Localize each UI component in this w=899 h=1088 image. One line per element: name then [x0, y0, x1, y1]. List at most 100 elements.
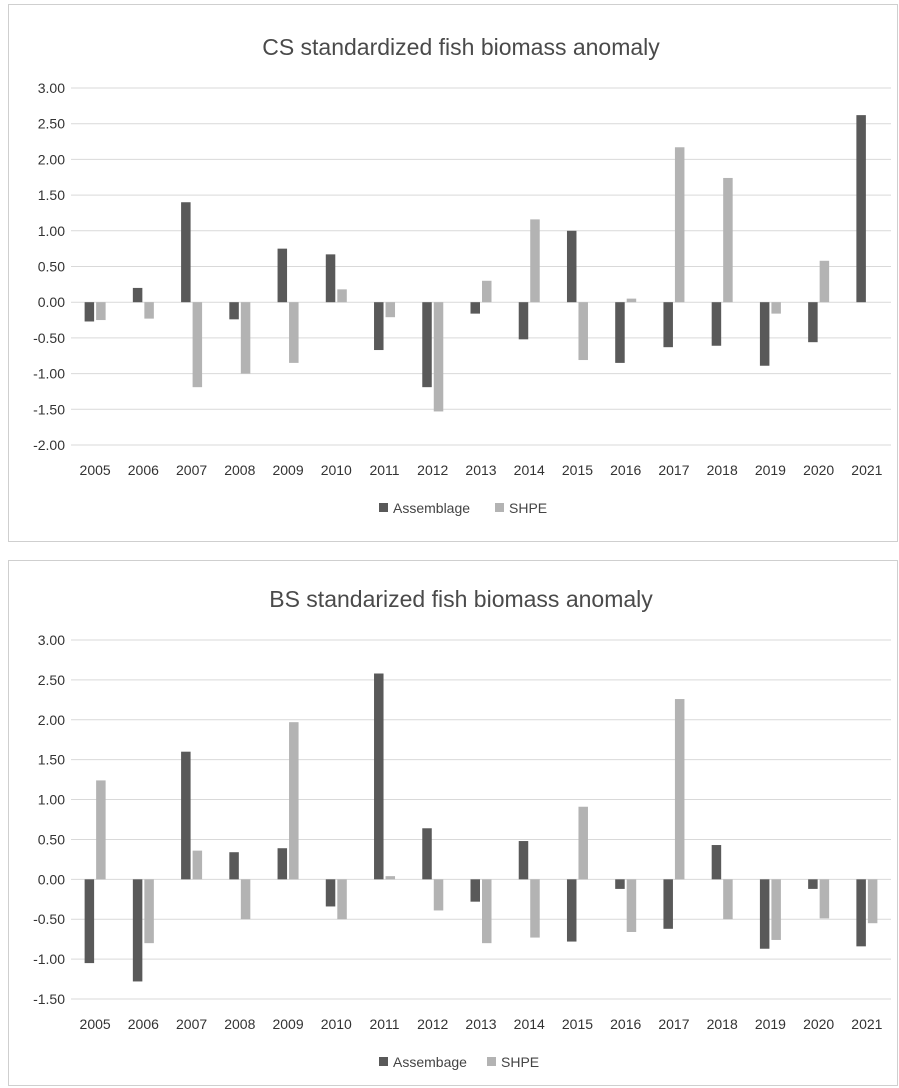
legend-label-assemblage: Assemblage: [393, 500, 470, 516]
bar-assemblage-2011: [374, 302, 384, 351]
y-tick-label: 2.50: [38, 116, 65, 132]
bar-assembage-2011: [374, 673, 384, 880]
legend-label-shpe: SHPE: [509, 500, 547, 516]
bar-shpe-2016: [626, 298, 637, 303]
x-tick-label: 2015: [562, 1016, 593, 1032]
y-tick-label: 3.00: [38, 632, 65, 648]
bar-assemblage-2021: [856, 115, 866, 303]
x-tick-label: 2019: [755, 1016, 786, 1032]
bar-assembage-2013: [470, 879, 480, 902]
legend-swatch-shpe: [495, 503, 504, 512]
x-tick-label: 2018: [707, 1016, 738, 1032]
bar-assembage-2008: [229, 852, 239, 880]
bar-assembage-2021: [856, 879, 866, 947]
legend-label-shpe: SHPE: [501, 1054, 539, 1070]
y-tick-label: -0.50: [33, 330, 65, 346]
x-tick-label: 2021: [851, 462, 882, 478]
bar-assemblage-2008: [229, 302, 239, 320]
legend-swatch-assemblage: [379, 503, 388, 512]
bs-chart-title: BS standarized fish biomass anomaly: [269, 586, 653, 612]
x-tick-label: 2012: [417, 1016, 448, 1032]
bar-assembage-2016: [615, 879, 625, 889]
bar-assembage-2012: [422, 828, 432, 880]
x-tick-label: 2021: [851, 1016, 882, 1032]
bar-assemblage-2019: [759, 302, 770, 366]
y-tick-label: -1.50: [33, 991, 65, 1007]
bar-shpe-2013: [482, 280, 492, 303]
bar-assemblage-2020: [808, 302, 818, 343]
x-tick-label: 2008: [224, 462, 255, 478]
y-tick-label: 1.50: [38, 752, 65, 768]
x-tick-label: 2014: [514, 1016, 545, 1032]
bar-assemblage-2006: [132, 287, 143, 303]
bar-assemblage-2014: [518, 302, 529, 340]
x-tick-label: 2014: [514, 462, 545, 478]
bar-shpe-2012: [433, 302, 444, 412]
x-tick-label: 2016: [610, 462, 641, 478]
x-tick-label: 2017: [658, 462, 689, 478]
bar-assemblage-2005: [84, 302, 95, 322]
x-tick-label: 2020: [803, 462, 834, 478]
bar-shpe-2021: [867, 879, 878, 924]
bar-assembage-2014: [518, 841, 529, 880]
x-tick-label: 2020: [803, 1016, 834, 1032]
bar-shpe-2017: [674, 147, 685, 303]
x-tick-label: 2019: [755, 462, 786, 478]
bar-assembage-2015: [566, 879, 577, 942]
bar-assembage-2007: [181, 751, 191, 880]
y-tick-label: -1.00: [33, 951, 65, 967]
x-tick-label: 2010: [321, 1016, 352, 1032]
x-tick-label: 2006: [128, 462, 159, 478]
bar-shpe-2019: [771, 879, 781, 940]
bar-shpe-2014: [530, 879, 540, 938]
x-tick-label: 2012: [417, 462, 448, 478]
x-tick-label: 2009: [272, 462, 303, 478]
bar-assemblage-2012: [422, 302, 432, 388]
x-tick-label: 2007: [176, 1016, 207, 1032]
bar-shpe-2008: [240, 879, 251, 920]
bar-assembage-2010: [325, 879, 336, 907]
x-tick-label: 2011: [369, 1016, 399, 1032]
bar-assembage-2017: [663, 879, 673, 929]
y-tick-label: 2.00: [38, 151, 65, 167]
x-tick-label: 2010: [321, 462, 352, 478]
bar-shpe-2008: [240, 302, 251, 374]
bar-assembage-2018: [711, 845, 722, 880]
bar-assemblage-2007: [181, 202, 191, 303]
x-tick-label: 2005: [80, 462, 111, 478]
bar-shpe-2010: [337, 289, 347, 303]
x-tick-label: 2015: [562, 462, 593, 478]
bar-assembage-2019: [759, 879, 770, 949]
bar-shpe-2013: [482, 879, 492, 944]
y-tick-label: 1.00: [38, 792, 65, 808]
y-tick-label: 1.50: [38, 187, 65, 203]
bar-assemblage-2016: [615, 302, 625, 363]
y-tick-label: -2.00: [33, 437, 65, 453]
bar-shpe-2006: [144, 302, 154, 319]
legend-label-assembage: Assembage: [393, 1054, 467, 1070]
bar-assemblage-2018: [711, 302, 722, 346]
x-tick-label: 2005: [80, 1016, 111, 1032]
x-tick-label: 2018: [707, 462, 738, 478]
y-tick-label: -0.50: [33, 911, 65, 927]
x-tick-label: 2006: [128, 1016, 159, 1032]
y-tick-label: 0.00: [38, 871, 65, 887]
bar-assembage-2006: [132, 879, 143, 982]
y-tick-label: -1.00: [33, 366, 65, 382]
bar-shpe-2005: [96, 302, 106, 321]
bar-shpe-2005: [96, 780, 106, 880]
bar-assemblage-2010: [325, 254, 336, 303]
bar-shpe-2007: [192, 302, 203, 388]
cs-chart: CS standardized fish biomass anomaly 3.00…: [33, 34, 891, 516]
bar-shpe-2018: [723, 879, 733, 920]
bar-shpe-2016: [626, 879, 637, 932]
bar-shpe-2020: [819, 879, 830, 919]
bar-shpe-2018: [723, 177, 733, 303]
y-tick-label: -1.50: [33, 401, 65, 417]
bar-assemblage-2017: [663, 302, 673, 348]
bar-shpe-2020: [819, 260, 830, 303]
bar-shpe-2014: [530, 219, 540, 303]
y-tick-label: 2.00: [38, 712, 65, 728]
bar-shpe-2015: [578, 302, 588, 361]
x-tick-label: 2016: [610, 1016, 641, 1032]
